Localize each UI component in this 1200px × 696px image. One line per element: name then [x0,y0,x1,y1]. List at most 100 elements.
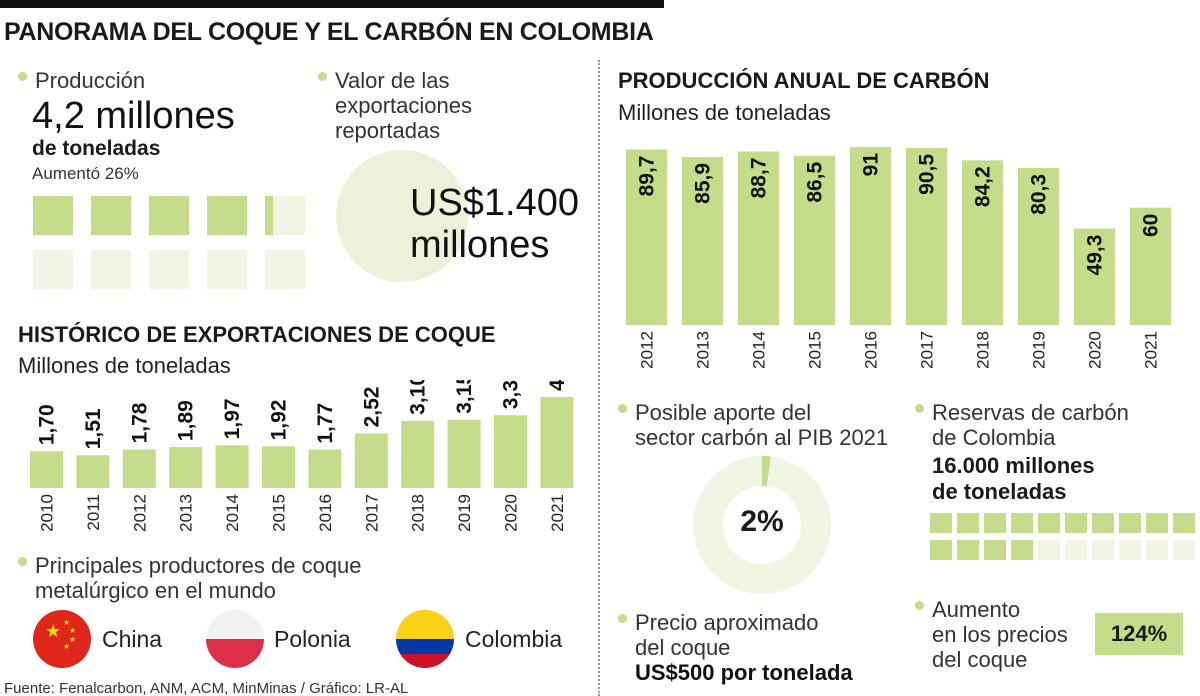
svg-text:★: ★ [69,635,76,644]
bar [906,147,947,325]
x-tick-label: 2012 [638,331,657,369]
productores-line2: metalúrgico en el mundo [35,578,276,603]
source-note: Fuente: Fenalcarbon, ANM, ACM, MinMinas … [4,680,409,696]
precio-line2: del coque [635,635,731,660]
poland-flag-icon [206,610,264,668]
export-value-label: Valor de las exportaciones reportadas [318,68,472,143]
reserve-square [1146,513,1168,533]
bar-value-label: 1,97 [221,398,244,439]
bar-value-label: 3,10 [407,380,430,415]
reserve-square [984,540,1006,560]
x-tick-label: 2019 [1030,331,1049,369]
bullet-icon [18,71,27,81]
bar-value-label: 3,15 [453,380,476,414]
bar-value-label: 1,92 [268,400,291,441]
pib-value: 2% [740,505,784,538]
x-tick-label: 2018 [974,331,993,369]
bar [850,147,891,325]
historico-subtitle: Millones de toneladas [18,353,231,378]
bar [122,449,156,488]
production-square [265,250,305,289]
export-label-line2: exportaciones [335,93,472,118]
production-square-partial [265,196,305,235]
bar-value-label: 2,52 [360,387,383,428]
bar-value-label: 60 [1140,214,1163,237]
anual-title: PRODUCCIÓN ANUAL DE CARBÓN [618,68,990,93]
export-value-text: US$1.400 millones [410,182,579,266]
bullet-icon [318,71,327,81]
pib-line1: Posible aporte del [635,400,812,425]
pib-line2: sector carbón al PIB 2021 [635,425,889,450]
bar [540,397,574,488]
export-value-line1: US$1.400 [410,182,580,224]
anual-chart: 89,7 2012 85,9 2013 88,7 2014 86,5 2015 91 2016 90… [626,147,1171,369]
reserve-square [1011,540,1033,560]
x-tick-label: 2017 [918,331,937,369]
reserve-square [1092,540,1114,560]
reserve-square [1065,540,1087,560]
reserve-square [1119,540,1141,560]
reserve-square [984,513,1006,533]
production-square [207,250,247,289]
bar-value-label: 1,78 [128,402,151,443]
pib-label: Posible aporte del sector carbón al PIB … [618,400,888,450]
bar-value-label: 80,3 [1028,174,1051,215]
historico-title: HISTÓRICO DE EXPORTACIONES DE COQUE [18,322,496,347]
bar-value-label: 1,51 [82,408,105,449]
reserve-square [1173,513,1195,533]
colombia-flag-icon [396,610,454,668]
bar [308,449,342,488]
x-tick-label: 2015 [806,331,825,369]
reservas-value: 16.000 millones de toneladas [932,453,1095,505]
historico-chart: 1,70 2010 1,51 2011 1,78 2012 1,89 2013 1,97 2014… [30,380,574,532]
x-tick-label: 2021 [548,494,567,532]
top-rule [0,0,664,8]
x-tick-label: 2019 [455,494,474,532]
x-tick-label: 2010 [38,494,57,532]
bar-value-label: 1,77 [314,403,337,444]
x-tick-label: 2017 [362,494,381,532]
bar-value-label: 4,2 [546,380,569,391]
reservas-label: Reservas de carbón de Colombia [915,400,1129,450]
bar-value-label: 3,36 [500,380,523,409]
x-tick-label: 2013 [177,494,196,532]
bar [494,415,527,488]
bar-value-label: 91 [860,153,883,177]
reserve-square [1038,540,1060,560]
column-divider [598,60,600,696]
bar-value-label: 88,7 [748,157,771,198]
export-label-line1: Valor de las [335,68,450,93]
bar [169,447,203,488]
x-tick-label: 2015 [270,494,289,532]
svg-text:★: ★ [69,626,76,635]
reserve-square [930,540,952,560]
production-square [91,196,131,235]
export-value-circle [336,150,468,282]
produccion-label: Producción [35,68,146,93]
bar [401,420,435,488]
production-square [207,196,247,235]
bullet-icon [915,403,924,413]
bar [626,149,667,325]
x-tick-label: 2016 [316,494,335,532]
page-title: PANORAMA DEL COQUE Y EL CARBÓN EN COLOMB… [4,18,654,46]
production-square-fill [265,196,273,235]
china-flag-icon: ★ ★ ★ ★ ★ [33,610,91,668]
reservas-value-line2: de toneladas [932,479,1067,504]
reserve-square [1065,513,1087,533]
bar [447,419,481,488]
reserve-square [957,540,979,560]
bar [354,433,388,488]
x-tick-label: 2020 [1086,331,1105,369]
svg-text:★: ★ [63,618,70,627]
x-tick-label: 2013 [694,331,713,369]
bar-value-label: 85,9 [692,163,715,204]
aumento-value-badge: 124% [1095,613,1183,655]
x-tick-label: 2018 [409,494,428,532]
reserve-square [1092,513,1114,533]
production-square [33,250,73,289]
bar-value-label: 89,7 [636,156,659,197]
bar-value-label: 1,70 [36,404,59,445]
produccion-note: Aumentó 26% [32,164,139,183]
precio-line1: Precio aproximado [635,610,819,635]
